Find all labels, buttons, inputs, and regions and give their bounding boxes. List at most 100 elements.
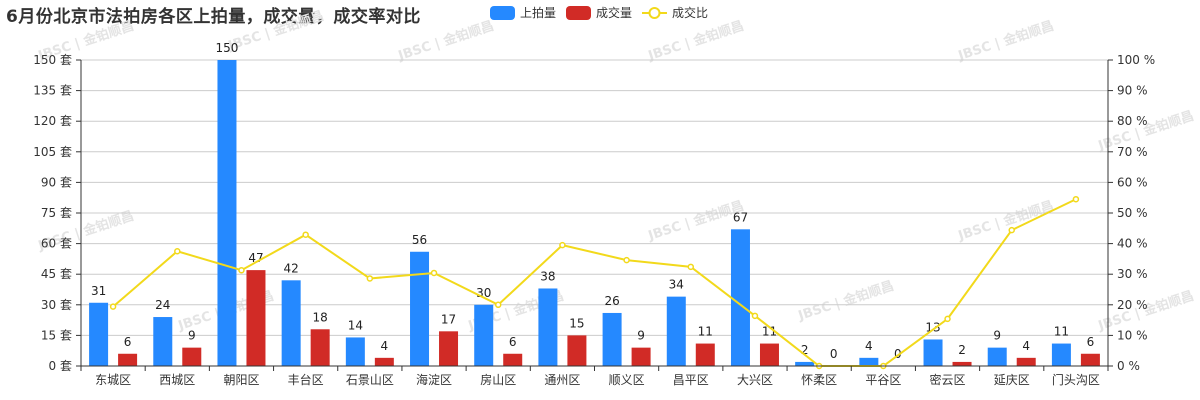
bar[interactable] xyxy=(795,361,815,366)
line-point[interactable] xyxy=(944,315,951,323)
bar[interactable] xyxy=(923,339,943,366)
bar-value-label: 34 xyxy=(669,278,684,292)
watermark-text: JBSC | 金铂顺昌 xyxy=(645,198,745,244)
y-left-tick-label: 135 套 xyxy=(33,84,72,98)
bar-value-label: 0 xyxy=(894,347,902,361)
y-right-tick-label: 70 % xyxy=(1117,145,1148,159)
bar[interactable] xyxy=(538,288,558,366)
bar[interactable] xyxy=(89,302,109,366)
bar[interactable] xyxy=(952,361,972,366)
bar-value-label: 11 xyxy=(762,325,777,339)
bar-value-label: 18 xyxy=(313,310,328,324)
x-tick-label: 顺义区 xyxy=(609,373,645,387)
line-point[interactable] xyxy=(623,256,630,264)
bar[interactable] xyxy=(666,296,686,366)
bar[interactable] xyxy=(410,251,430,366)
y-right-tick-label: 10 % xyxy=(1117,328,1148,342)
x-tick-label: 西城区 xyxy=(159,373,195,387)
bar[interactable] xyxy=(631,347,651,366)
bar-value-label: 17 xyxy=(441,312,456,326)
bar-value-label: 42 xyxy=(284,261,299,275)
x-tick-label: 朝阳区 xyxy=(223,373,259,387)
line-point[interactable] xyxy=(238,266,245,274)
line-point[interactable] xyxy=(302,231,309,238)
y-left-tick-label: 150 套 xyxy=(33,53,72,67)
bar[interactable] xyxy=(567,335,587,366)
line-point[interactable] xyxy=(1008,226,1015,234)
bar-value-label: 6 xyxy=(1087,335,1095,349)
bar[interactable] xyxy=(118,353,138,366)
bar[interactable] xyxy=(695,343,715,366)
bar-value-label: 4 xyxy=(381,339,389,353)
x-tick-label: 延庆区 xyxy=(994,373,1030,387)
line-point[interactable] xyxy=(109,303,117,310)
bar[interactable] xyxy=(859,357,879,366)
x-tick-label: 昌平区 xyxy=(673,373,709,387)
x-tick-label: 平谷区 xyxy=(865,373,901,387)
x-tick-label: 怀柔区 xyxy=(801,373,837,387)
y-right-tick-label: 90 % xyxy=(1117,84,1148,98)
y-left-tick-label: 30 套 xyxy=(41,298,72,312)
legend-item-deals[interactable]: 成交量 xyxy=(566,4,632,21)
line-point[interactable] xyxy=(366,275,374,282)
bar-value-label: 9 xyxy=(993,329,1001,343)
bar-value-label: 0 xyxy=(830,347,838,361)
line-point[interactable] xyxy=(751,312,759,320)
bar[interactable] xyxy=(1051,343,1071,366)
line-point[interactable] xyxy=(1072,195,1080,203)
bar-value-label: 56 xyxy=(412,233,427,247)
line-point[interactable] xyxy=(687,263,695,271)
bar[interactable] xyxy=(182,347,202,366)
line-point[interactable] xyxy=(494,301,502,309)
bar[interactable] xyxy=(345,337,365,366)
chart-title: 6月份北京市法拍房各区上拍量，成交量，成交率对比 xyxy=(6,7,421,27)
bar-value-label: 2 xyxy=(801,343,809,357)
y-right-tick-label: 40 % xyxy=(1117,237,1148,251)
bar[interactable] xyxy=(759,343,779,366)
y-left-tick-label: 60 套 xyxy=(41,237,72,251)
bar-value-label: 6 xyxy=(509,335,517,349)
bar-value-label: 9 xyxy=(188,329,196,343)
legend-item-ratio[interactable]: 成交比 xyxy=(642,4,708,21)
bar-value-label: 26 xyxy=(604,294,619,308)
bar[interactable] xyxy=(503,353,523,366)
y-right-tick-label: 50 % xyxy=(1117,206,1148,220)
legend-swatch-red xyxy=(566,5,592,20)
bar[interactable] xyxy=(439,331,459,366)
legend-item-listings[interactable]: 上拍量 xyxy=(490,4,556,21)
bar[interactable] xyxy=(217,60,237,366)
bar[interactable] xyxy=(1080,353,1100,366)
bar-value-label: 24 xyxy=(155,298,170,312)
x-tick-label: 大兴区 xyxy=(737,373,773,387)
watermark-text: JBSC | 金铂顺昌 xyxy=(795,278,895,324)
line-point[interactable] xyxy=(174,248,181,255)
bar[interactable] xyxy=(374,357,394,366)
bar[interactable] xyxy=(730,229,750,366)
bar[interactable] xyxy=(474,304,494,366)
y-left-tick-label: 45 套 xyxy=(41,267,72,281)
bar-value-label: 13 xyxy=(925,320,940,334)
bar-value-label: 67 xyxy=(733,210,748,224)
bar[interactable] xyxy=(987,347,1007,366)
line-point[interactable] xyxy=(430,269,438,277)
bar[interactable] xyxy=(153,317,173,366)
bar[interactable] xyxy=(281,280,301,366)
chart-legend: 上拍量 成交量 成交比 xyxy=(490,4,718,21)
bar[interactable] xyxy=(310,329,330,366)
legend-label: 成交量 xyxy=(596,6,633,20)
line-point[interactable] xyxy=(559,241,566,249)
bar-series: 3162491504742181445617306381526934116711… xyxy=(89,41,1100,366)
bar[interactable] xyxy=(246,270,266,366)
bar-value-label: 11 xyxy=(1054,325,1069,339)
x-tick-label: 房山区 xyxy=(480,372,516,387)
watermark-text: JBSC | 金铂顺昌 xyxy=(645,18,745,64)
y-right-tick-label: 20 % xyxy=(1117,298,1148,312)
bar[interactable] xyxy=(1016,357,1036,366)
bar-value-label: 47 xyxy=(248,251,263,265)
watermark-text: JBSC | 金铂顺昌 xyxy=(395,18,495,64)
ratio-line-series xyxy=(109,195,1080,370)
bar[interactable] xyxy=(602,312,622,366)
watermark-text: JBSC | 金铂顺昌 xyxy=(225,8,325,54)
